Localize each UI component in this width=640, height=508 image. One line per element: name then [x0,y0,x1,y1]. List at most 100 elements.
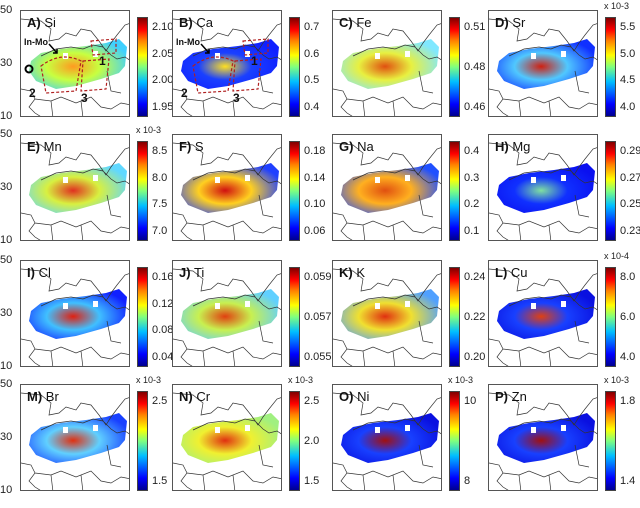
panel-letter: F) [179,139,192,154]
arrow-icon [200,43,210,54]
concentration-field [497,39,595,89]
map-panel-cr: N) Cr x 10-3 2.5 2.0 1.5 [172,375,332,508]
colorbar [449,267,460,367]
coastline-borders [21,18,129,116]
missing-data-cell [245,301,250,307]
latitude-tick-label: 30 [0,431,13,443]
panel-title: E) Mn [27,139,62,154]
panel-letter: P) [495,389,508,404]
panel-element: Ti [193,265,205,280]
map-panel-ni: O) Ni x 10-3 10 8 [332,375,492,508]
colorbar-tick-label: 6.0 [620,311,636,323]
panel-element: Sr [512,15,526,30]
map-frame: D) Sr [488,10,598,117]
map-frame: N) Cr [172,384,282,491]
colorbar-tick-label: 5.5 [620,21,636,33]
missing-data-cell [375,303,380,309]
map-svg [173,18,281,116]
coastline-borders [21,142,129,240]
panel-letter: B) [179,15,193,30]
colorbar-tick-label: 8.0 [620,271,636,283]
missing-data-cell [405,425,410,431]
region-1-outline [90,38,117,56]
concentration-field [181,289,279,339]
colorbar-tick-label: 0.057 [304,311,332,323]
latitude-tick-label: 10 [0,360,13,372]
coastline-borders [333,142,441,240]
concentration-field [497,163,595,213]
missing-data-cell [63,53,68,59]
map-frame: A) Si In-Mo 1 2 3 [20,10,130,117]
latitude-tick-label: 50 [0,254,13,266]
panel-element: K [356,265,366,280]
colorbar-tick-label: 2.0 [304,435,320,447]
missing-data-cell [215,303,220,309]
map-svg [333,142,441,240]
colorbar-tick-label: 8.5 [152,145,168,157]
colorbar [289,391,300,491]
concentration-field [497,413,595,463]
colorbar-tick-label: 0.055 [304,351,332,363]
panel-title: B) Ca [179,15,213,30]
panel-element: Mn [43,139,62,154]
concentration-field [29,289,127,339]
map-frame: I) Cl [20,260,130,367]
colorbar-tick-label: 0.2 [464,198,480,211]
panel-title: M) Br [27,389,59,404]
colorbar-tick-label: 4.0 [620,101,636,113]
panel-title: N) Cr [179,389,210,404]
colorbar-tick-label: 0.14 [304,171,326,184]
panel-title: J) Ti [179,265,204,280]
map-panel-na: G) Na 0.4 0.3 0.2 0.1 [332,134,492,258]
missing-data-cell [561,301,566,307]
panel-element: Br [45,389,59,404]
latitude-tick-label: 30 [0,307,13,319]
panel-title: O) Ni [339,389,369,404]
panel-element: Ni [357,389,370,404]
coastline-borders [173,18,281,116]
map-frame: K) K [332,260,442,367]
region-2-outline [192,56,234,94]
map-svg [333,18,441,116]
panel-title: C) Fe [339,15,372,30]
panel-letter: L) [495,265,508,280]
colorbar-tick-label: 1.5 [152,475,168,487]
panel-letter: N) [179,389,193,404]
colorbar [605,391,616,491]
colorbar-exponent: x 10-4 [604,251,630,261]
concentration-field [181,39,279,89]
missing-data-cell [561,425,566,431]
map-frame: G) Na [332,134,442,241]
region-label: 2 [29,86,36,100]
panel-letter: C) [339,15,353,30]
missing-data-cell [405,51,410,57]
missing-data-cell [245,425,250,431]
missing-data-cell [93,175,98,181]
colorbar-tick-label: 0.27 [620,171,640,184]
colorbar-tick-label: 0.059 [304,271,332,283]
colorbar-tick-label: 0.18 [304,145,326,157]
missing-data-cell [561,175,566,181]
map-panel-sr: D) Sr x 10-3 5.5 5.0 4.5 4.0 [488,1,640,134]
region-label: 3 [81,91,88,105]
map-svg [489,142,597,240]
colorbar [449,141,460,241]
colorbar-tick-label: 0.7 [304,21,320,33]
panel-element: Cl [38,265,51,280]
panel-letter: I) [27,265,35,280]
panel-title: D) Sr [495,15,525,30]
map-panel-mg: H) Mg 0.29 0.27 0.25 0.23 [488,134,640,258]
colorbar-tick-label: 0.04 [152,351,174,363]
missing-data-cell [93,51,98,57]
missing-data-cell [63,303,68,309]
colorbar-tick-label: 0.24 [464,271,486,283]
panel-element: Mg [512,139,531,154]
region-label: 2 [181,86,188,100]
colorbar [289,267,300,367]
map-panel-ca: B) Ca In-Mo 1 2 3 0.7 0.6 0.5 0.4 [172,10,332,134]
colorbar-tick-label: 7.0 [152,225,168,237]
colorbar-tick-label: 0.51 [464,21,486,33]
panel-element: Zn [511,389,527,404]
latitude-tick-label: 30 [0,181,13,193]
panel-letter: G) [339,139,354,154]
